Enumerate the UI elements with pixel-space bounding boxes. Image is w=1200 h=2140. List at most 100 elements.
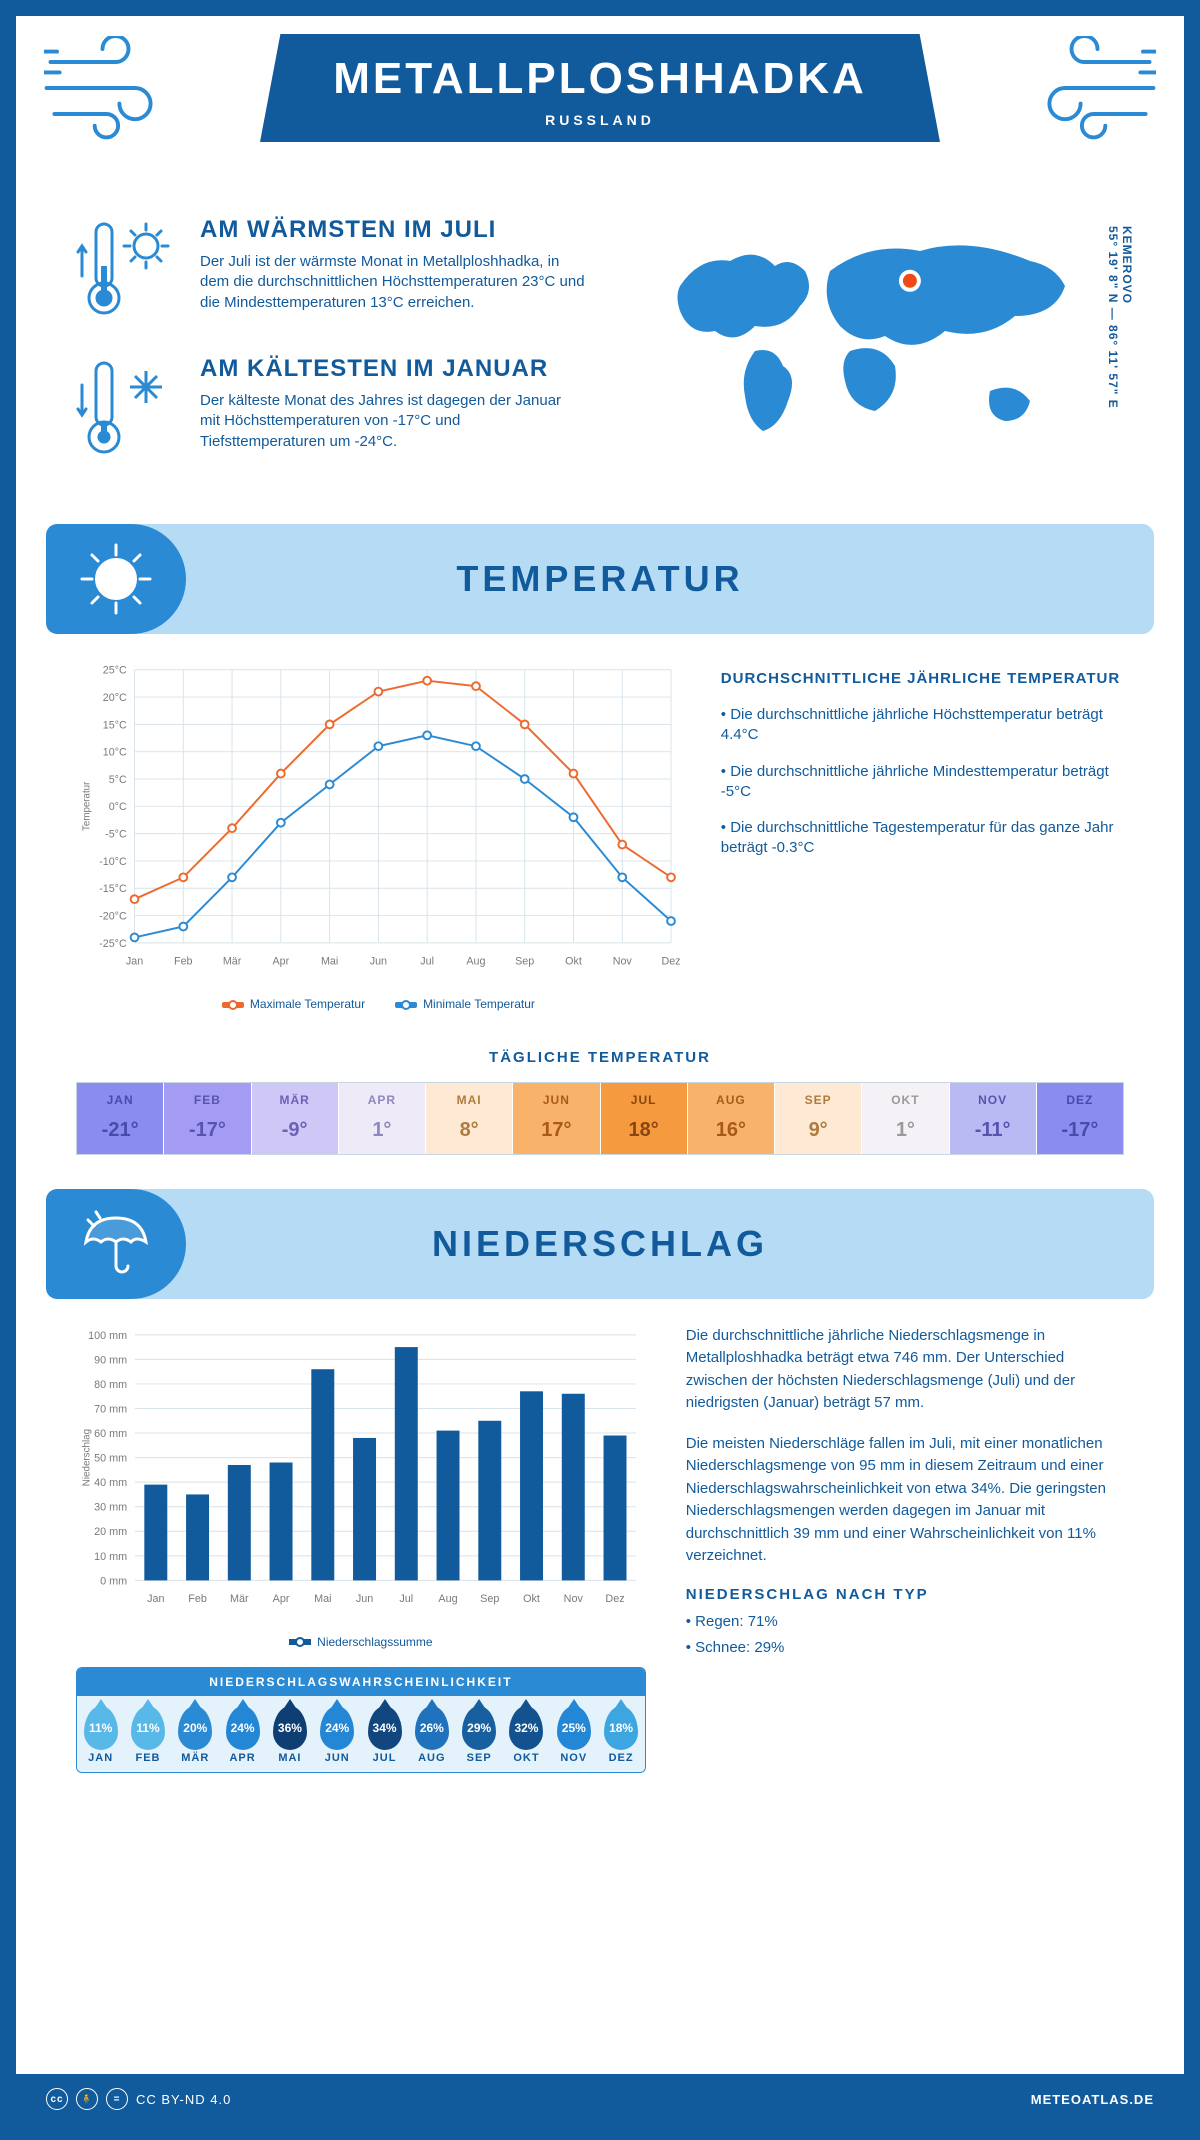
fact-warmest: AM WÄRMSTEN IM JULI Der Juli ist der wär… xyxy=(76,216,585,331)
precipitation-chart: 0 mm10 mm20 mm30 mm40 mm50 mm60 mm70 mm8… xyxy=(76,1325,646,1620)
svg-text:Jun: Jun xyxy=(356,1593,373,1605)
cc-icon: cc xyxy=(46,2088,68,2110)
svg-text:5°C: 5°C xyxy=(109,774,127,786)
probability-cell: 26% AUG xyxy=(408,1696,455,1772)
svg-text:50 mm: 50 mm xyxy=(94,1452,127,1464)
svg-text:100 mm: 100 mm xyxy=(88,1330,127,1342)
temperature-legend: Maximale TemperaturMinimale Temperatur xyxy=(76,997,681,1011)
daily-temperature-strip: JAN -21° FEB -17° MÄR -9° APR 1° MAI 8° … xyxy=(76,1082,1124,1155)
fact-text: Der Juli ist der wärmste Monat in Metall… xyxy=(200,252,585,313)
svg-text:Feb: Feb xyxy=(188,1593,207,1605)
precipitation-legend: Niederschlagssumme xyxy=(76,1635,646,1649)
by-icon: 🧍 xyxy=(76,2088,98,2110)
svg-text:70 mm: 70 mm xyxy=(94,1403,127,1415)
probability-cell: 20% MÄR xyxy=(172,1696,219,1772)
precip-type-line: • Regen: 71% xyxy=(686,1611,1124,1634)
precipitation-banner: NIEDERSCHLAG xyxy=(46,1189,1154,1299)
coordinates-label: KEMEROVO 55° 19' 8" N — 86° 11' 57" E xyxy=(1106,226,1134,409)
probability-cell: 24% JUN xyxy=(314,1696,361,1772)
probability-box: NIEDERSCHLAGSWAHRSCHEINLICHKEIT 11% JAN … xyxy=(76,1667,646,1773)
svg-text:20°C: 20°C xyxy=(103,692,127,704)
svg-text:30 mm: 30 mm xyxy=(94,1502,127,1514)
license-label: CC BY-ND 4.0 xyxy=(136,2092,231,2107)
probability-cell: 11% FEB xyxy=(124,1696,171,1772)
daily-cell: JUL 18° xyxy=(601,1083,688,1154)
probability-cell: 25% NOV xyxy=(550,1696,597,1772)
svg-text:90 mm: 90 mm xyxy=(94,1354,127,1366)
svg-text:Okt: Okt xyxy=(523,1593,540,1605)
svg-text:15°C: 15°C xyxy=(103,719,127,731)
city-title: METALLPLOSHHADKA xyxy=(330,54,870,104)
svg-text:Mär: Mär xyxy=(230,1593,249,1605)
svg-text:Aug: Aug xyxy=(466,955,485,967)
fact-coldest: AM KÄLTESTEN IM JANUAR Der kälteste Mona… xyxy=(76,355,585,470)
daily-cell: NOV -11° xyxy=(950,1083,1037,1154)
svg-text:Jul: Jul xyxy=(399,1593,413,1605)
daily-cell: SEP 9° xyxy=(775,1083,862,1154)
svg-text:0 mm: 0 mm xyxy=(100,1575,127,1587)
fact-text: Der kälteste Monat des Jahres ist dagege… xyxy=(200,391,585,452)
section-title: TEMPERATUR xyxy=(456,558,743,600)
intro-row: AM WÄRMSTEN IM JULI Der Juli ist der wär… xyxy=(16,216,1184,524)
sun-icon xyxy=(46,524,186,634)
svg-text:Jan: Jan xyxy=(147,1593,164,1605)
world-map-icon xyxy=(660,216,1080,456)
precipitation-text: Die durchschnittliche jährliche Niedersc… xyxy=(686,1325,1124,1773)
map-marker-icon xyxy=(898,270,920,292)
nd-icon: = xyxy=(106,2088,128,2110)
svg-text:Feb: Feb xyxy=(174,955,193,967)
daily-cell: OKT 1° xyxy=(862,1083,949,1154)
info-bullet: • Die durchschnittliche jährliche Höchst… xyxy=(721,705,1124,746)
probability-cell: 29% SEP xyxy=(456,1696,503,1772)
map-column: KEMEROVO 55° 19' 8" N — 86° 11' 57" E xyxy=(615,216,1124,494)
site-label: METEOATLAS.DE xyxy=(1031,2092,1154,2107)
license-block: cc 🧍 = CC BY-ND 4.0 xyxy=(46,2088,231,2110)
probability-cell: 36% MAI xyxy=(266,1696,313,1772)
fact-heading: AM KÄLTESTEN IM JANUAR xyxy=(200,355,585,383)
svg-text:Mai: Mai xyxy=(321,955,338,967)
section-title: NIEDERSCHLAG xyxy=(432,1223,768,1265)
svg-text:40 mm: 40 mm xyxy=(94,1477,127,1489)
svg-text:25°C: 25°C xyxy=(103,665,127,677)
svg-text:-10°C: -10°C xyxy=(99,856,127,868)
page: METALLPLOSHHADKA RUSSLAND xyxy=(0,0,1200,2140)
svg-text:20 mm: 20 mm xyxy=(94,1526,127,1538)
probability-cell: 24% APR xyxy=(219,1696,266,1772)
wind-icon xyxy=(1026,36,1156,146)
temperature-body: -25°C-20°C-15°C-10°C-5°C0°C5°C10°C15°C20… xyxy=(16,660,1184,1039)
svg-text:Sep: Sep xyxy=(480,1593,499,1605)
precip-type-line: • Schnee: 29% xyxy=(686,1637,1124,1660)
probability-cell: 32% OKT xyxy=(503,1696,550,1772)
svg-text:Nov: Nov xyxy=(564,1593,584,1605)
svg-text:-25°C: -25°C xyxy=(99,938,127,950)
svg-text:Sep: Sep xyxy=(515,955,534,967)
info-heading: DURCHSCHNITTLICHE JÄHRLICHE TEMPERATUR xyxy=(721,670,1124,687)
temperature-info: DURCHSCHNITTLICHE JÄHRLICHE TEMPERATUR •… xyxy=(721,660,1124,1011)
svg-text:Mai: Mai xyxy=(314,1593,331,1605)
svg-text:Dez: Dez xyxy=(661,955,680,967)
precip-paragraph: Die meisten Niederschläge fallen im Juli… xyxy=(686,1433,1124,1568)
svg-text:Niederschlag: Niederschlag xyxy=(82,1429,93,1486)
daily-temp-heading: TÄGLICHE TEMPERATUR xyxy=(16,1049,1184,1066)
svg-text:Jul: Jul xyxy=(420,955,434,967)
daily-cell: DEZ -17° xyxy=(1037,1083,1123,1154)
fact-heading: AM WÄRMSTEN IM JULI xyxy=(200,216,585,244)
umbrella-icon xyxy=(46,1189,186,1299)
svg-text:0°C: 0°C xyxy=(109,801,127,813)
probability-cell: 11% JAN xyxy=(77,1696,124,1772)
svg-text:Mär: Mär xyxy=(223,955,242,967)
temperature-chart: -25°C-20°C-15°C-10°C-5°C0°C5°C10°C15°C20… xyxy=(76,660,681,1011)
svg-text:60 mm: 60 mm xyxy=(94,1428,127,1440)
svg-text:Okt: Okt xyxy=(565,955,582,967)
svg-text:Apr: Apr xyxy=(273,955,290,967)
svg-text:Dez: Dez xyxy=(605,1593,624,1605)
daily-cell: APR 1° xyxy=(339,1083,426,1154)
info-bullet: • Die durchschnittliche Tagestemperatur … xyxy=(721,818,1124,859)
probability-cell: 18% DEZ xyxy=(597,1696,644,1772)
thermometer-sun-icon xyxy=(76,216,176,331)
temperature-banner: TEMPERATUR xyxy=(46,524,1154,634)
probability-cell: 34% JUL xyxy=(361,1696,408,1772)
facts-column: AM WÄRMSTEN IM JULI Der Juli ist der wär… xyxy=(76,216,585,494)
thermometer-snowflake-icon xyxy=(76,355,176,470)
daily-cell: JAN -21° xyxy=(77,1083,164,1154)
